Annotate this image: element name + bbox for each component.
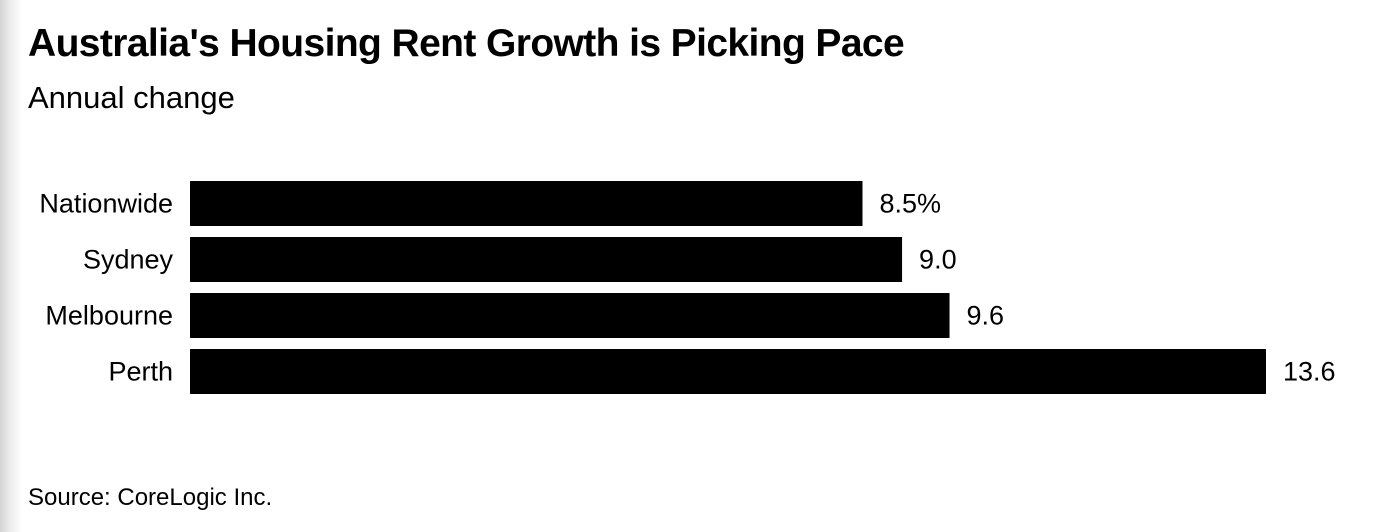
chart-title: Australia's Housing Rent Growth is Picki… — [28, 22, 905, 65]
bar-melbourne — [190, 293, 950, 338]
bar-perth — [190, 349, 1266, 394]
bar-nationwide — [190, 181, 863, 226]
category-label-melbourne: Melbourne — [45, 301, 173, 331]
value-labels-group: 8.5% 9.0 9.6 13.6 — [880, 189, 1336, 387]
category-labels-group: Nationwide Sydney Melbourne Perth — [39, 189, 173, 387]
value-label-melbourne: 9.6 — [967, 301, 1005, 331]
category-label-sydney: Sydney — [83, 245, 174, 275]
source-note: Source: CoreLogic Inc. — [28, 484, 273, 511]
value-label-sydney: 9.0 — [919, 245, 957, 275]
chart-subtitle: Annual change — [28, 80, 235, 115]
category-label-nationwide: Nationwide — [39, 189, 173, 219]
value-label-perth: 13.6 — [1283, 357, 1336, 387]
category-label-perth: Perth — [108, 357, 173, 387]
bars-group — [190, 181, 1266, 394]
value-label-nationwide: 8.5% — [880, 189, 942, 219]
bar-sydney — [190, 237, 903, 282]
page-edge-shade — [0, 0, 22, 532]
